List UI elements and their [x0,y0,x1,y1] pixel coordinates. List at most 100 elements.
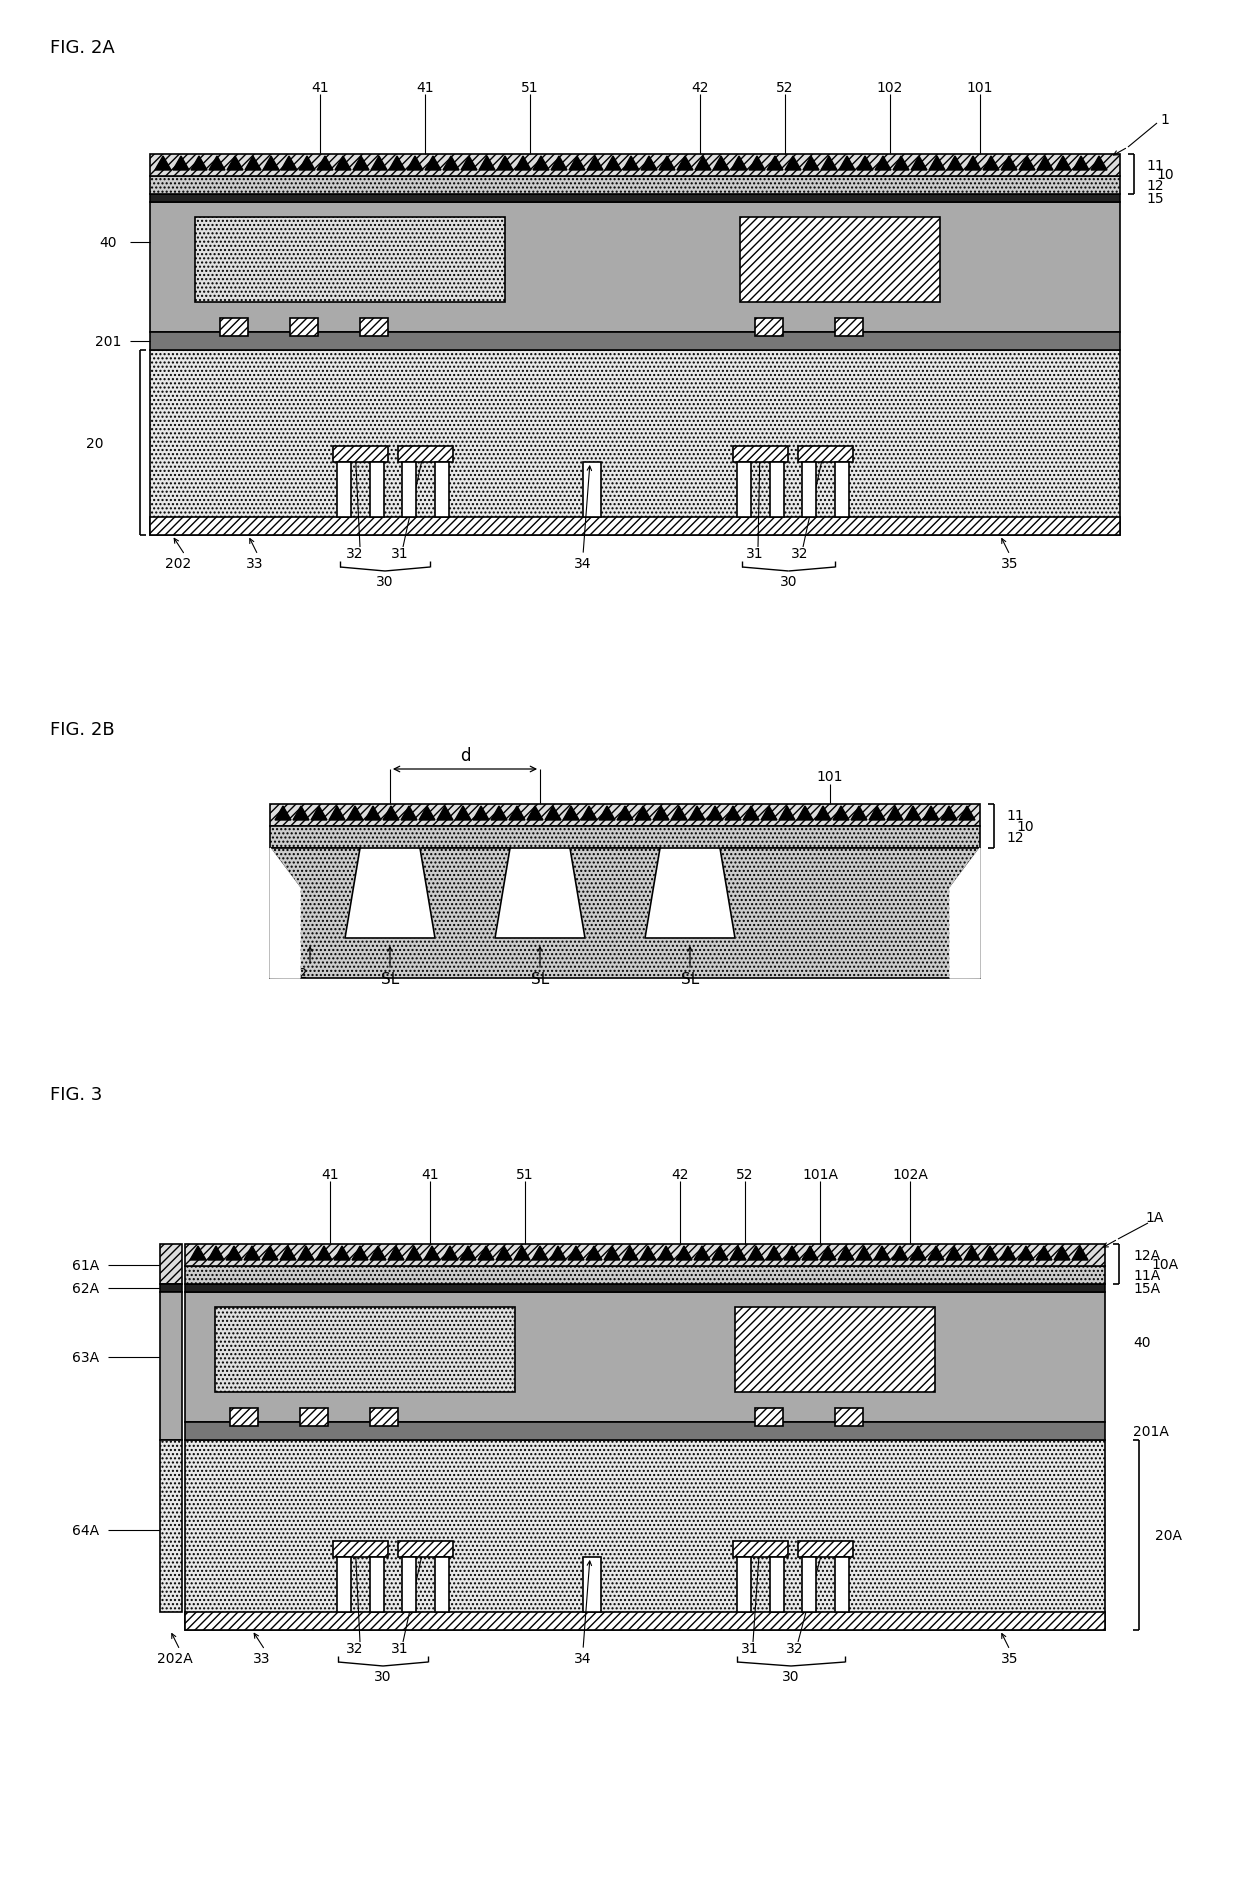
Polygon shape [869,807,885,820]
Polygon shape [677,156,693,171]
Bar [185,1292,1105,1423]
Bar [185,1440,1105,1630]
Polygon shape [893,156,909,171]
Bar [160,1245,182,1284]
Bar [150,154,1120,177]
Bar [334,1542,388,1557]
Text: 101: 101 [967,81,993,96]
Bar [770,462,784,517]
Polygon shape [748,1246,764,1260]
Text: 32: 32 [791,547,808,560]
Text: FIG. 2B: FIG. 2B [50,720,114,739]
Polygon shape [508,807,525,820]
Bar [740,218,940,303]
Polygon shape [419,807,435,820]
Polygon shape [1055,156,1071,171]
Polygon shape [887,807,903,820]
Text: 34: 34 [574,1651,591,1666]
Text: d: d [460,746,470,765]
Polygon shape [311,807,327,820]
Text: 35: 35 [1001,556,1019,572]
Polygon shape [802,1246,818,1260]
Bar [337,1557,351,1613]
Polygon shape [479,156,495,171]
Bar [435,1557,449,1613]
Text: 32: 32 [786,1641,804,1654]
Text: 11A: 11A [1133,1269,1161,1282]
Bar [733,1542,787,1557]
Polygon shape [533,156,549,171]
Bar [160,1440,182,1613]
Text: 1: 1 [1161,113,1169,128]
Bar [398,447,453,462]
Polygon shape [905,807,921,820]
Bar [185,1423,1105,1440]
Text: 101: 101 [817,769,843,784]
Bar [150,333,1120,352]
Text: 15: 15 [1146,192,1163,207]
Polygon shape [618,807,632,820]
Bar [435,462,449,517]
Text: 62A: 62A [72,1282,99,1295]
Polygon shape [436,807,453,820]
Text: 10: 10 [1156,167,1173,182]
Text: 201: 201 [94,335,122,350]
Polygon shape [658,1246,675,1260]
Polygon shape [401,807,417,820]
Bar [337,462,351,517]
Bar [219,320,248,337]
Polygon shape [947,156,963,171]
Polygon shape [599,807,615,820]
Polygon shape [472,807,489,820]
Text: 64A: 64A [72,1523,99,1538]
Polygon shape [1018,1246,1034,1260]
Polygon shape [405,1246,422,1260]
Polygon shape [496,1246,512,1260]
Polygon shape [455,807,471,820]
Bar [733,447,787,462]
Text: 102: 102 [281,966,309,981]
Polygon shape [768,156,782,171]
Text: 52: 52 [737,1167,754,1181]
Polygon shape [587,156,603,171]
Polygon shape [707,807,723,820]
Polygon shape [316,1246,332,1260]
Polygon shape [407,156,423,171]
Polygon shape [317,156,334,171]
Polygon shape [766,1246,782,1260]
Bar [185,1267,1105,1284]
Text: 12: 12 [1006,831,1024,844]
Polygon shape [441,1246,458,1260]
Text: 20A: 20A [1154,1528,1182,1542]
Polygon shape [388,1246,404,1260]
Polygon shape [1091,156,1107,171]
Polygon shape [982,1246,998,1260]
Polygon shape [208,1246,224,1260]
Bar [583,462,601,517]
Polygon shape [190,1246,206,1260]
Polygon shape [477,1246,494,1260]
Text: 31: 31 [391,547,409,560]
Polygon shape [569,156,585,171]
Text: 41: 41 [321,1167,339,1181]
Text: 34: 34 [574,556,591,572]
Text: 51: 51 [516,1167,533,1181]
Polygon shape [532,1246,548,1260]
Polygon shape [443,156,459,171]
Text: 42: 42 [691,81,709,96]
Text: 42: 42 [671,1167,688,1181]
Polygon shape [821,156,837,171]
Text: 1A: 1A [1146,1211,1164,1224]
Polygon shape [281,156,298,171]
Bar [735,1307,935,1393]
Text: 11: 11 [1146,160,1164,173]
Polygon shape [959,807,975,820]
Polygon shape [587,1246,601,1260]
Polygon shape [497,156,513,171]
Bar [370,1557,384,1613]
Polygon shape [892,1246,908,1260]
Polygon shape [875,156,892,171]
Polygon shape [797,807,813,820]
Bar [737,462,751,517]
Polygon shape [495,848,585,938]
